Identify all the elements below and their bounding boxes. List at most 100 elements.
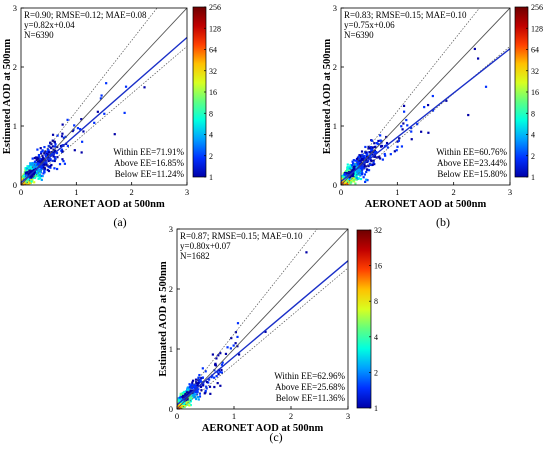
y-tick-label: 2 [333,62,337,72]
scatter-point [197,395,200,399]
colorbar-tick-label: 128 [531,24,543,33]
scatter-point [416,123,419,126]
scatter-point [375,142,378,145]
y-tick-label: 0 [169,404,173,414]
scatter-point [44,150,47,153]
scatter-point [82,130,85,133]
scatter-point [347,178,351,182]
scatter-point [39,171,42,174]
scatter-point [367,156,370,159]
scatter-point [186,389,189,392]
scatter-point [31,157,34,160]
scatter-point [80,151,83,154]
y-tick-label: 1 [333,121,337,131]
scatter-point [38,172,41,175]
scatter-point [53,167,56,170]
scatter-point [76,127,80,130]
scatter-point [43,145,46,149]
scatter-point [37,177,40,180]
scatter-point [38,175,41,178]
scatter-point [354,177,357,181]
colorbar: 32 16 8 4 2 1 [356,226,382,413]
scatter-point [379,134,382,137]
scatter-point [36,148,39,151]
scatter-point [184,404,187,407]
scatter-point [473,47,476,51]
scatter-point [365,178,368,181]
scatter-point [354,172,357,176]
scatter-point [180,396,183,400]
stats-line: R=0.83; RMSE=0.15; MAE=0.10 [344,10,467,20]
plot-frame [176,228,349,410]
scatter-point [31,164,34,167]
scatter-point [59,144,63,148]
scatter-point [377,143,380,146]
ee-line: Above EE=23.44% [437,158,508,168]
scatter-point [181,396,185,399]
scatter-point [359,154,362,157]
scatter-point [210,376,213,379]
x-tick-label: 0 [339,187,343,197]
scatter-point [347,183,350,185]
scatter-point [52,155,55,158]
scatter-point [40,152,43,155]
colorbar-tick-label: 16 [209,88,217,97]
scatter-point [351,160,354,163]
scatter-point [179,392,182,395]
scatter-point [371,146,374,149]
scatter-point [346,163,349,166]
scatter-point [359,174,362,177]
colorbar-tick-label: 256 [531,3,543,12]
scatter-point [50,152,53,155]
scatter-point [230,337,233,340]
x-tick-label: 0 [19,187,23,197]
scatter-point [362,161,366,164]
colorbar-tick-label: 256 [209,3,221,12]
scatter-point [367,160,370,163]
colorbar-tick-label: 16 [531,88,539,97]
scatter-point [199,385,202,389]
scatter-point [204,370,207,373]
scatter-point [47,159,50,163]
scatter-point [189,403,192,407]
x-tick-label: 3 [508,187,512,197]
colorbar-tick-label: 8 [209,109,213,118]
scatter-point [357,177,360,180]
colorbar-tick-label: 1 [209,173,213,182]
scatter-point [30,180,33,183]
colorbar-tick-label: 128 [209,24,221,33]
scatter-point [204,390,207,393]
scatter-point [219,370,222,374]
scatter-point [61,123,64,126]
scatter-point [484,85,488,88]
scatter-point [363,155,366,158]
scatter-point [188,386,191,389]
scatter-point [352,162,355,165]
panel-caption: (b) [436,215,450,229]
scatter-point [198,373,201,377]
scatter-point [234,331,238,334]
stats-line: y=0.75x+0.06 [344,20,395,30]
scatter-point [22,181,26,185]
scatter-point [197,376,200,379]
regression-line [21,36,187,184]
scatter-point [96,110,99,113]
scatter-point [41,158,44,161]
scatter-point [220,371,223,374]
scatter-point [32,163,35,166]
y-tick-label: 2 [13,62,17,72]
scatter-point [377,156,380,159]
scatter-point [363,173,366,176]
scatter-point [361,158,364,161]
panel-caption: (a) [113,215,126,229]
scatter-point [360,169,364,172]
scatter-point [208,378,211,381]
scatter-point [49,141,52,144]
scatter-point [354,159,357,162]
scatter-point [365,158,368,161]
scatter-point [40,150,43,154]
scatter-point [348,169,351,172]
scatter-point [33,166,36,169]
scatter-point [402,104,406,108]
